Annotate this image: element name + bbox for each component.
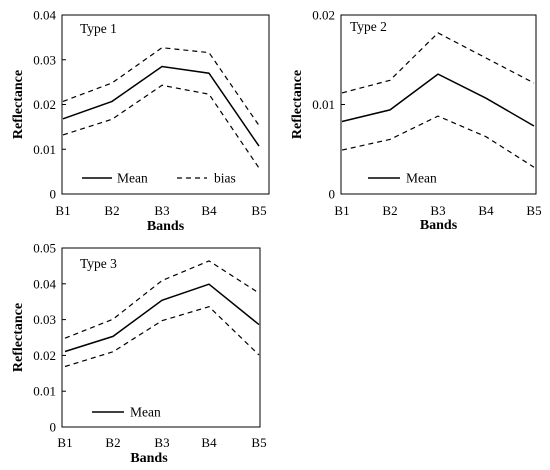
series-line-bias-1 [341,32,535,94]
series-line-bias-2 [64,306,260,368]
y-tick-label: 0.03 [33,52,56,67]
y-tick-label: 0.03 [33,312,56,327]
chart-title: Type 3 [80,256,117,271]
y-tick-label: 0.02 [33,97,56,112]
x-tick-label: B5 [251,435,266,450]
x-tick-label: B3 [154,203,169,218]
y-tick-label: 0.05 [33,241,56,256]
y-tick-label: 0.04 [33,276,56,291]
x-tick-label: B2 [104,203,119,218]
x-tick-label: B4 [201,435,217,450]
series-line-mean [62,65,260,147]
y-tick-label: 0.01 [33,384,56,399]
y-tick-label: 0.01 [33,142,56,157]
legend-label: Mean [117,171,148,186]
legend-label: Mean [406,171,437,186]
x-tick-label: B2 [382,203,397,218]
y-axis-label: Reflectance [11,303,26,372]
y-tick-label: 0.01 [312,97,335,112]
y-axis-label: Reflectance [11,70,26,139]
x-tick-label: B3 [430,203,445,218]
series-line-bias-2 [62,84,260,169]
plot-frame [61,247,261,428]
chart-panel-3: 0 0.01 0.02 0.03 0.04 0.05 B1 B2 B3 B4 B5 Bands Refl… [11,241,267,467]
x-tick-label: B1 [57,435,72,450]
y-tick-label: 0 [50,420,57,435]
x-axis-label: Bands [130,451,168,466]
legend-label: Mean [130,405,161,420]
x-tick-label: B4 [478,203,494,218]
x-tick-label: B5 [526,203,541,218]
series-line-bias-1 [64,260,260,339]
legend-label: bias [214,171,236,186]
x-axis-label: Bands [420,218,458,233]
y-tick-label: 0.04 [33,8,56,23]
x-tick-label: B1 [334,203,349,218]
x-tick-label: B4 [201,203,217,218]
y-tick-label: 0 [50,187,57,202]
plot-frame [340,14,537,195]
series-line-mean [64,283,260,353]
series-line-bias-2 [341,115,535,168]
series-line-bias-1 [62,47,260,126]
x-tick-label: B3 [154,435,169,450]
x-tick-label: B5 [251,203,266,218]
y-tick-label: 0 [329,187,336,202]
chart-title: Type 2 [350,19,387,34]
y-tick-label: 0.02 [33,348,56,363]
x-axis-label: Bands [147,219,185,234]
y-axis-label: Reflectance [290,70,305,139]
x-tick-label: B1 [55,203,70,218]
chart-title: Type 1 [80,21,117,36]
y-tick-label: 0.02 [312,8,335,23]
chart-panel-2: 0 0.01 0.02 B1 B2 B3 B4 B5 Bands Reflectance Type … [290,8,542,234]
x-tick-label: B2 [105,435,120,450]
chart-panel-1: 0 0.01 0.02 0.03 0.04 B1 B2 B3 B4 B5 Bands Reflecta… [11,8,270,234]
plot-frame [61,14,270,195]
series-line-mean [341,73,535,127]
